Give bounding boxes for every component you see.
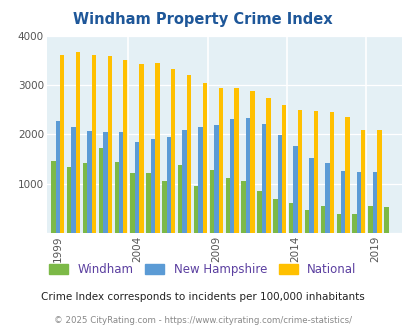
- Text: © 2025 CityRating.com - https://www.cityrating.com/crime-statistics/: © 2025 CityRating.com - https://www.city…: [54, 315, 351, 325]
- Bar: [266, 98, 270, 233]
- Bar: [293, 146, 297, 233]
- Bar: [360, 130, 365, 233]
- Bar: [320, 206, 324, 233]
- Bar: [150, 139, 155, 233]
- Bar: [198, 127, 202, 233]
- Bar: [194, 185, 198, 233]
- Bar: [171, 69, 175, 233]
- Bar: [367, 206, 372, 233]
- Bar: [209, 170, 214, 233]
- Bar: [261, 124, 266, 233]
- Legend: Windham, New Hampshire, National: Windham, New Hampshire, National: [45, 258, 360, 281]
- Bar: [98, 148, 103, 233]
- Bar: [186, 75, 191, 233]
- Bar: [309, 157, 313, 233]
- Bar: [119, 132, 123, 233]
- Bar: [146, 173, 150, 233]
- Bar: [60, 55, 64, 233]
- Bar: [230, 119, 234, 233]
- Bar: [162, 181, 166, 233]
- Bar: [55, 121, 60, 233]
- Bar: [245, 118, 250, 233]
- Bar: [202, 83, 207, 233]
- Bar: [218, 88, 222, 233]
- Bar: [324, 163, 329, 233]
- Text: Crime Index corresponds to incidents per 100,000 inhabitants: Crime Index corresponds to incidents per…: [41, 292, 364, 302]
- Bar: [92, 55, 96, 233]
- Bar: [277, 135, 281, 233]
- Bar: [241, 181, 245, 233]
- Bar: [134, 142, 139, 233]
- Bar: [352, 214, 356, 233]
- Bar: [139, 64, 143, 233]
- Bar: [297, 110, 302, 233]
- Bar: [182, 130, 186, 233]
- Bar: [103, 132, 107, 233]
- Bar: [281, 105, 286, 233]
- Bar: [177, 165, 182, 233]
- Bar: [250, 91, 254, 233]
- Bar: [214, 125, 218, 233]
- Bar: [76, 52, 80, 233]
- Bar: [107, 56, 112, 233]
- Bar: [123, 60, 128, 233]
- Bar: [166, 137, 171, 233]
- Bar: [155, 63, 159, 233]
- Bar: [336, 214, 340, 233]
- Bar: [234, 88, 238, 233]
- Bar: [67, 167, 71, 233]
- Bar: [340, 171, 345, 233]
- Bar: [71, 127, 76, 233]
- Bar: [329, 112, 333, 233]
- Bar: [130, 173, 134, 233]
- Bar: [83, 163, 87, 233]
- Bar: [114, 162, 119, 233]
- Bar: [345, 117, 349, 233]
- Bar: [225, 178, 230, 233]
- Bar: [313, 111, 318, 233]
- Bar: [51, 161, 55, 233]
- Bar: [304, 210, 309, 233]
- Bar: [288, 203, 293, 233]
- Bar: [257, 191, 261, 233]
- Bar: [273, 199, 277, 233]
- Bar: [376, 130, 381, 233]
- Bar: [383, 207, 388, 233]
- Bar: [372, 172, 376, 233]
- Text: Windham Property Crime Index: Windham Property Crime Index: [73, 12, 332, 27]
- Bar: [356, 172, 360, 233]
- Bar: [87, 131, 92, 233]
